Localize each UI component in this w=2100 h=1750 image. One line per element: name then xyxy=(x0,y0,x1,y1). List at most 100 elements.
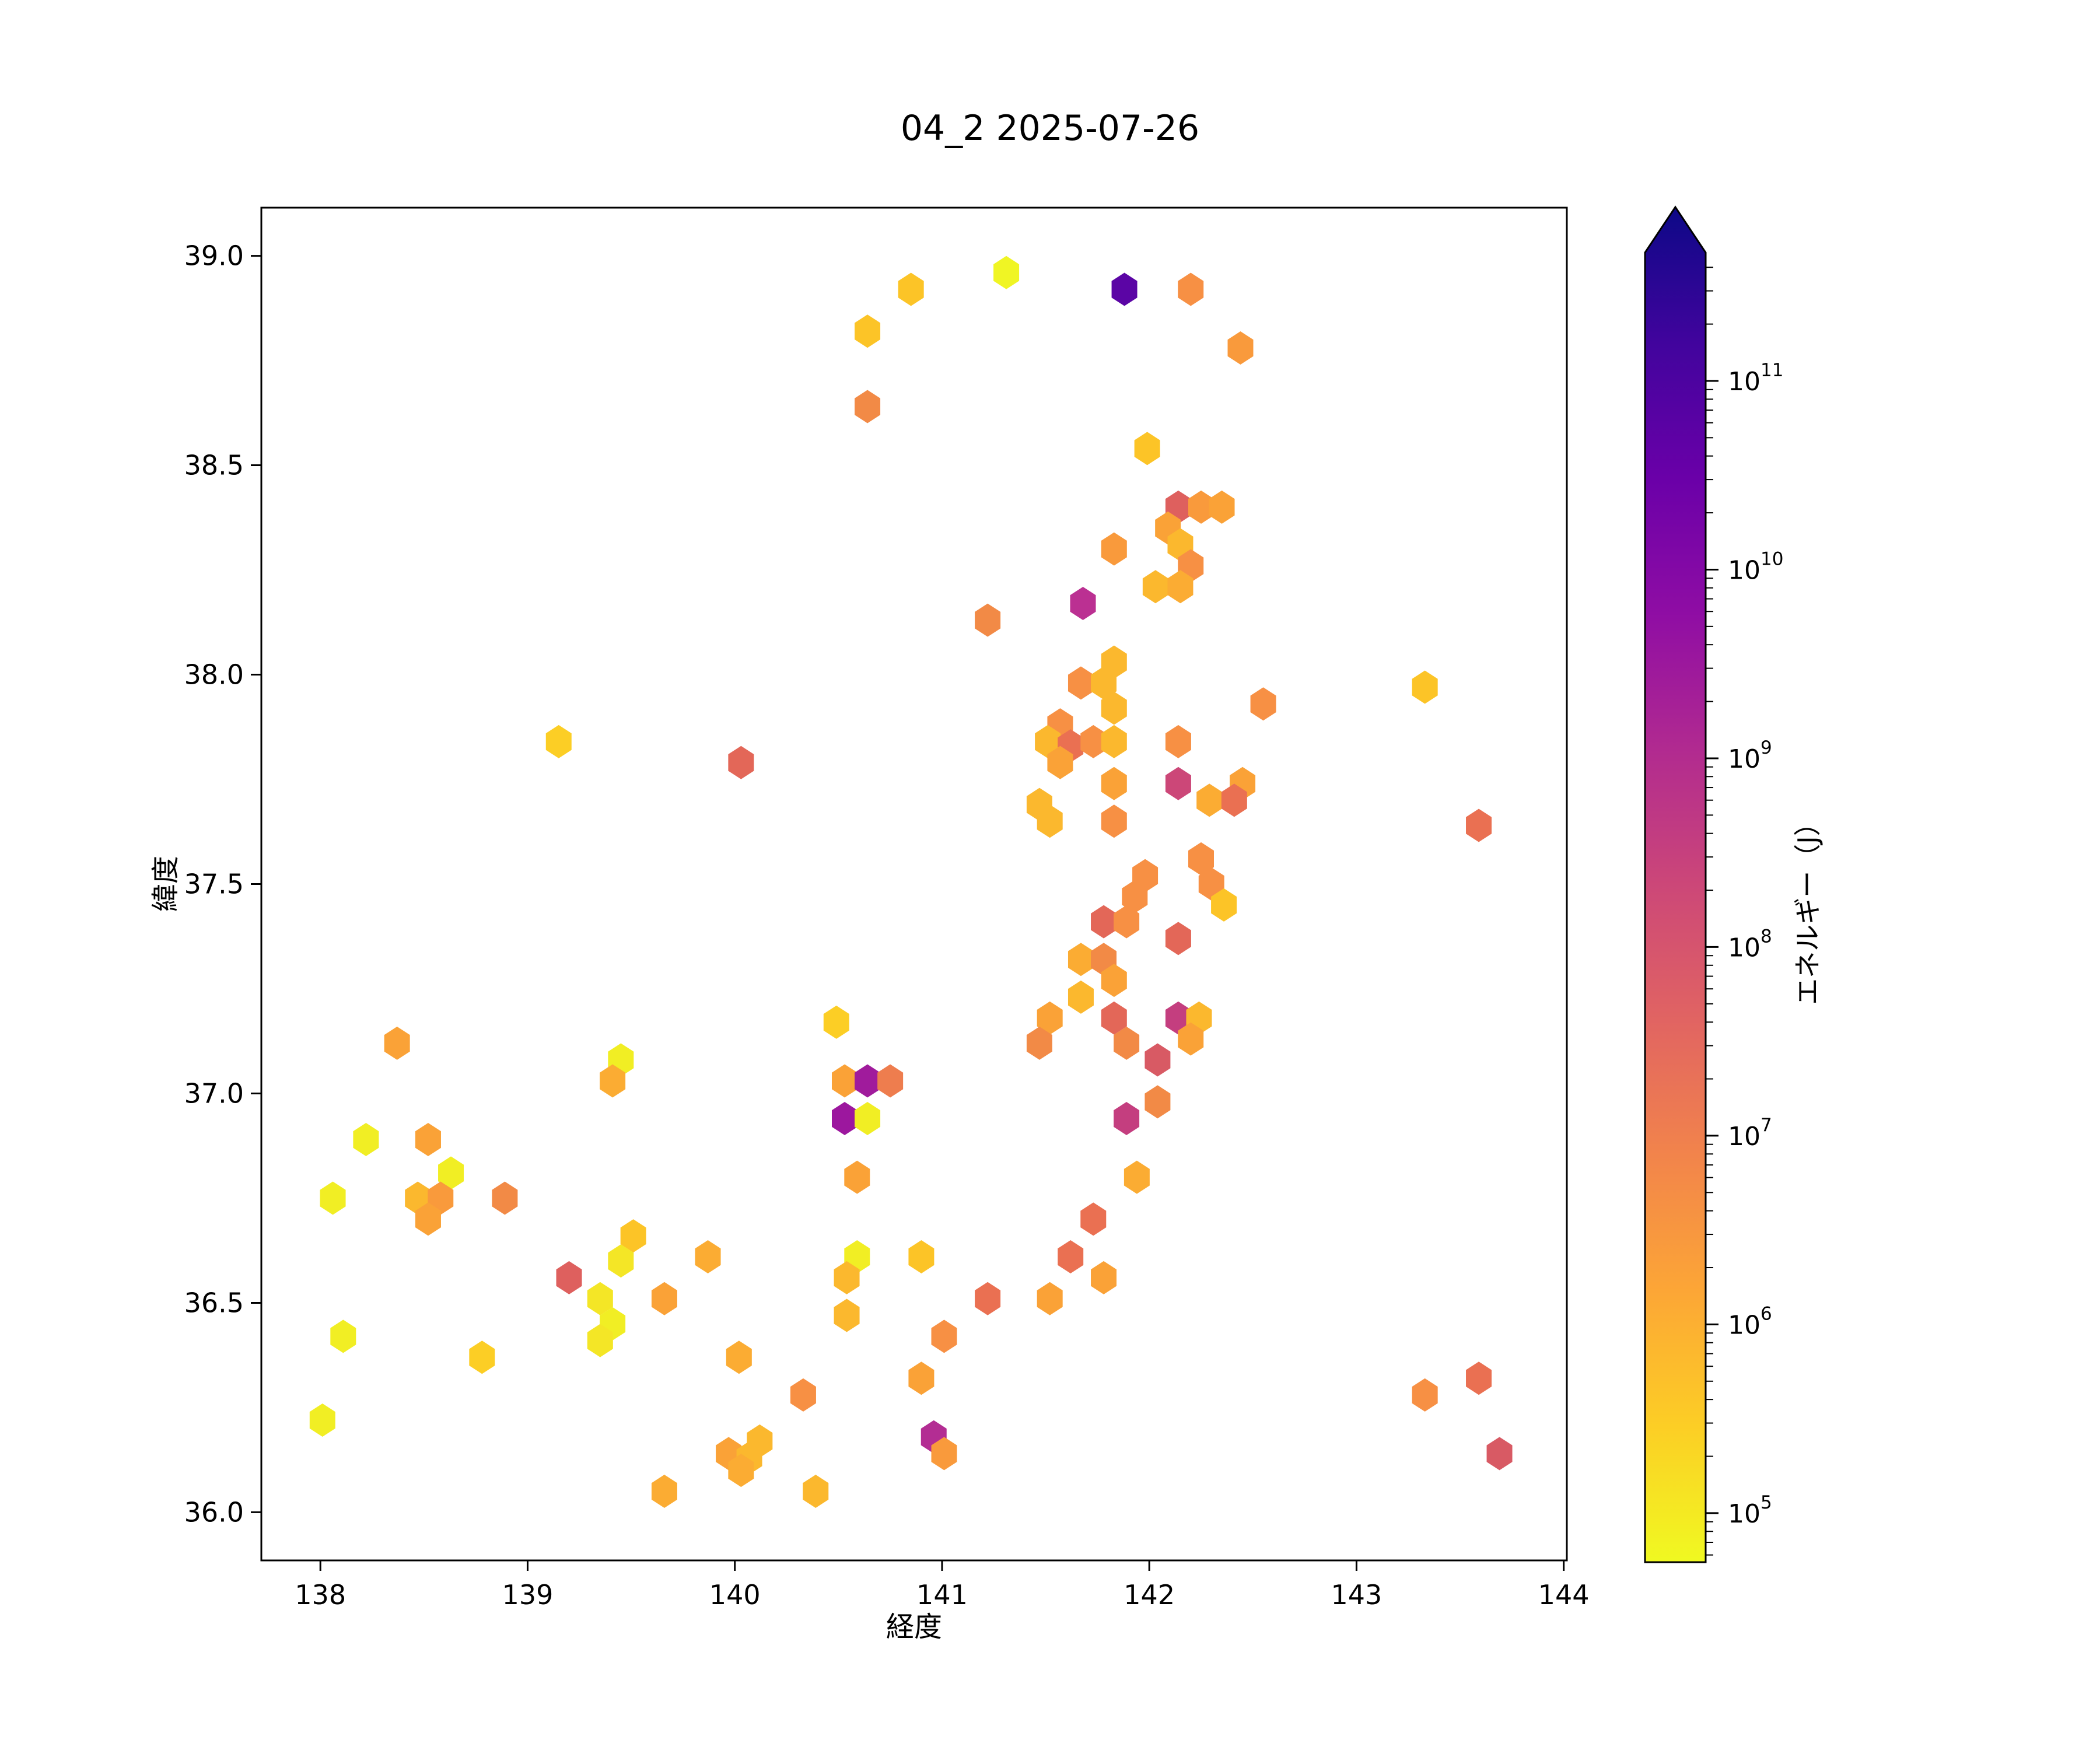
hexbin-cell xyxy=(1134,432,1160,466)
hexbin-cell xyxy=(1101,691,1127,725)
hexbin-cell xyxy=(600,1064,626,1098)
hexbin-cell xyxy=(1037,804,1063,838)
hexbin-cell xyxy=(1101,766,1127,800)
hexbin-cell xyxy=(1124,1160,1150,1194)
hexbin-cell xyxy=(1091,905,1117,939)
hexbin-cell xyxy=(1188,842,1214,876)
hexbin-cell xyxy=(834,1261,860,1294)
hexbin-cell xyxy=(309,1403,335,1437)
hexbin-cell xyxy=(587,1324,613,1357)
hexbin-cell xyxy=(1068,980,1094,1014)
y-tick-label: 36.5 xyxy=(184,1287,244,1318)
hexbin-cell xyxy=(651,1282,677,1315)
hexbin-cell xyxy=(855,1102,881,1136)
colorbar-tick-label: 107 xyxy=(1728,1115,1772,1152)
hexbin-cell xyxy=(469,1340,495,1374)
hexbin-cell xyxy=(1178,272,1204,306)
hexbin-cell xyxy=(823,1005,849,1039)
hexbin-cell xyxy=(1070,586,1096,620)
hexbin-cell xyxy=(1412,1378,1438,1412)
hexbin-cell xyxy=(1068,943,1094,977)
hexbin-cell xyxy=(931,1320,957,1353)
hexbin-cell xyxy=(438,1156,464,1190)
hexbin-cell xyxy=(728,1454,754,1488)
hexbin-cell xyxy=(1068,666,1094,700)
y-axis-ticks: 36.0 36.5 37.0 37.5 38.0 38.5 39.0 xyxy=(184,240,261,1528)
hexbin-cell xyxy=(1101,532,1127,566)
x-tick-label: 144 xyxy=(1538,1579,1590,1611)
axes-frame xyxy=(260,206,1568,1562)
hexbin-cell xyxy=(1058,1240,1084,1273)
hexbin-cell xyxy=(415,1202,441,1236)
hexbin-cell xyxy=(1101,804,1127,838)
y-axis-label: 緯度 xyxy=(149,856,182,912)
hexbin-cell xyxy=(1165,724,1191,758)
x-tick-label: 139 xyxy=(502,1579,554,1611)
hexbin-cell xyxy=(1114,905,1140,939)
hexbin-cell xyxy=(320,1181,346,1215)
y-tick-label: 37.5 xyxy=(184,869,244,900)
hexbin-cell xyxy=(492,1181,518,1215)
hexbin-cell xyxy=(1466,808,1492,842)
hexbin-cell xyxy=(1412,670,1438,704)
hexbin-cell xyxy=(898,272,924,306)
hexbin-cell xyxy=(1227,331,1254,365)
hexbin-cell xyxy=(908,1240,935,1273)
hexbin-cell xyxy=(1091,666,1117,700)
hexbin-cell xyxy=(1026,1026,1052,1060)
hexbin-cell xyxy=(844,1160,870,1194)
x-axis-label: 経度 xyxy=(886,1611,942,1643)
hexbin-cell xyxy=(1091,1261,1117,1294)
hexbin-cell xyxy=(415,1122,441,1156)
hexbin-cell xyxy=(855,314,881,348)
hexbin-cell xyxy=(1080,1202,1107,1236)
hexbin-cell xyxy=(834,1298,860,1332)
hexbin-cell xyxy=(728,746,754,779)
hexbin-cell xyxy=(1037,1001,1063,1035)
hexbin-cell xyxy=(1188,490,1214,524)
hexbin-cell xyxy=(1142,570,1168,604)
hexbin-cell xyxy=(877,1064,904,1098)
plot-area: 138 139 140 141 142 143 144 36.0 36.5 37.0 37.5 38… xyxy=(149,206,1590,1643)
hexbin-cell xyxy=(831,1102,858,1136)
colorbar-tick-label: 108 xyxy=(1728,926,1772,963)
hexbin-cell xyxy=(931,1437,957,1471)
hexbin-cell xyxy=(1165,766,1191,800)
hexbin-cell xyxy=(620,1219,646,1253)
hexbin-cell xyxy=(1165,922,1191,956)
hexbin-cell xyxy=(1167,570,1194,604)
hexbin-cell xyxy=(908,1362,935,1395)
hexbin-cell xyxy=(1250,687,1276,721)
page-title: 04_2 2025-07-26 xyxy=(901,108,1199,149)
hexbin-cell xyxy=(831,1064,858,1098)
hexbin-cell xyxy=(545,724,572,758)
x-tick-label: 138 xyxy=(295,1579,346,1611)
hexbin-cell xyxy=(1047,746,1073,779)
y-tick-label: 38.5 xyxy=(184,450,244,481)
hexbin-cell xyxy=(855,1064,881,1098)
hexbin-cell xyxy=(803,1475,829,1508)
hexbin-cell xyxy=(1144,1043,1171,1077)
x-tick-label: 140 xyxy=(709,1579,761,1611)
y-tick-label: 36.0 xyxy=(184,1496,244,1528)
hexbin-cell xyxy=(1486,1437,1513,1471)
hexbin-cell xyxy=(975,603,1001,637)
hexbin-cell xyxy=(1101,964,1127,998)
colorbar-tick-label: 109 xyxy=(1728,737,1772,774)
hexbin-cell xyxy=(726,1340,752,1374)
hexbin-cell xyxy=(1114,1026,1140,1060)
hexbin-cell xyxy=(1122,880,1148,914)
colorbar-tick-label: 106 xyxy=(1728,1303,1772,1340)
x-tick-label: 142 xyxy=(1124,1579,1175,1611)
hexbin-cell xyxy=(1178,1022,1204,1056)
hexbin-cell xyxy=(1101,724,1127,758)
hexbin-cell xyxy=(1144,1085,1171,1119)
hexbin-cell xyxy=(1221,783,1247,817)
hexbin-cell xyxy=(1101,1001,1127,1035)
hexbin-cell xyxy=(695,1240,721,1273)
colorbar-label: エネルギー（J） xyxy=(1792,809,1824,1005)
colorbar-tick-label: 1011 xyxy=(1728,360,1783,397)
hexbin-cell xyxy=(790,1378,816,1412)
hexbin-cell xyxy=(1466,1362,1492,1395)
